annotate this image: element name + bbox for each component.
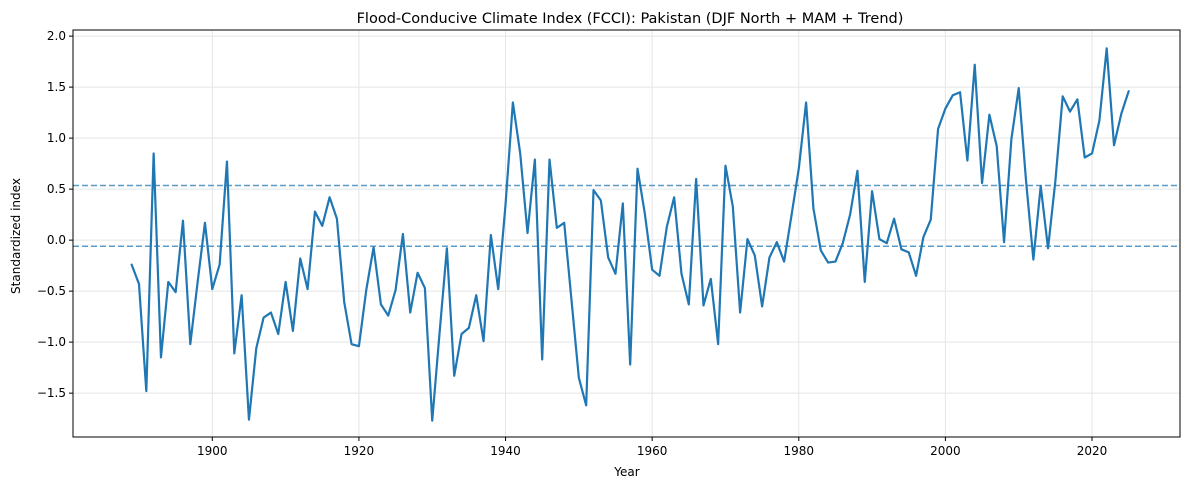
y-tick-label: −1.5 (37, 386, 66, 400)
x-tick-label: 1920 (344, 444, 375, 458)
x-axis-ticks: 1900 1920 1940 1960 1980 2000 2020 (197, 437, 1107, 458)
x-tick-label: 1960 (637, 444, 668, 458)
y-tick-label: −1.0 (37, 335, 66, 349)
x-tick-label: 1900 (197, 444, 228, 458)
y-tick-label: 2.0 (47, 29, 66, 43)
y-axis-ticks: −1.5 −1.0 −0.5 0.0 0.5 1.0 1.5 2.0 (37, 29, 73, 400)
plot-frame (72, 29, 1181, 438)
series-layer (130, 47, 1130, 422)
y-tick-label: 1.0 (47, 131, 66, 145)
chart-title: Flood-Conducive Climate Index (FCCI): Pa… (357, 11, 904, 27)
series-line-fcci (130, 47, 1130, 422)
y-tick-label: −0.5 (37, 284, 66, 298)
y-tick-label: 1.5 (47, 80, 66, 94)
x-tick-label: 1940 (490, 444, 521, 458)
x-tick-label: 2020 (1077, 444, 1108, 458)
y-tick-label: 0.0 (47, 233, 66, 247)
y-tick-label: 0.5 (47, 182, 66, 196)
x-tick-label: 2000 (930, 444, 961, 458)
x-tick-label: 1980 (784, 444, 815, 458)
y-axis-label: Standardized index (9, 178, 23, 294)
reference-lines (73, 184, 1180, 248)
x-axis-label: Year (613, 465, 639, 479)
